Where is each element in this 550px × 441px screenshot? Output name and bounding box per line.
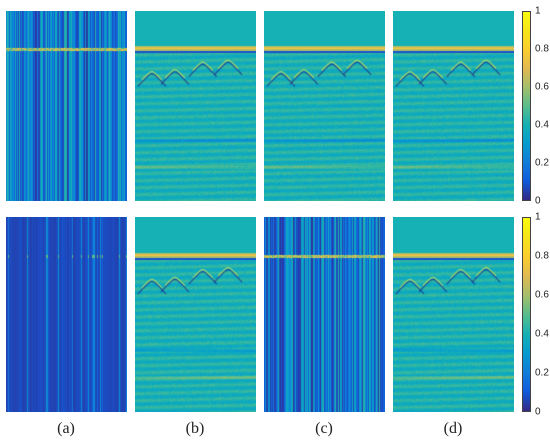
panel-label-c: (c) xyxy=(315,420,333,437)
panel-row1-b xyxy=(135,11,256,201)
colorbar-top xyxy=(522,11,531,201)
colorbar-tick: 1 xyxy=(535,211,541,223)
colorbar-bottom xyxy=(522,217,531,412)
panel-row2-d xyxy=(393,217,514,412)
colorbar-tick: 0.6 xyxy=(535,81,549,93)
colorbar-tick: 0.4 xyxy=(535,328,549,340)
colorbar-tick: 0.6 xyxy=(535,289,549,301)
colorbar-tick: 0.8 xyxy=(535,43,549,55)
panel-row1-a xyxy=(6,11,127,201)
colorbar-tick: 0.2 xyxy=(535,157,549,169)
panel-label-a: (a) xyxy=(57,420,75,437)
panel-row2-a xyxy=(6,217,127,412)
panel-row1-d xyxy=(393,11,514,201)
panel-row2-c xyxy=(264,217,385,412)
colorbar-tick: 1 xyxy=(535,5,541,17)
colorbar-tick: 0 xyxy=(535,195,541,207)
colorbar-tick: 0.4 xyxy=(535,119,549,131)
colorbar-tick: 0 xyxy=(535,406,541,418)
panel-row2-b xyxy=(135,217,256,412)
panel-row1-c xyxy=(264,11,385,201)
panel-label-d: (d) xyxy=(443,420,463,437)
panel-label-b: (b) xyxy=(185,420,205,437)
colorbar-tick: 0.2 xyxy=(535,367,549,379)
colorbar-tick: 0.8 xyxy=(535,250,549,262)
